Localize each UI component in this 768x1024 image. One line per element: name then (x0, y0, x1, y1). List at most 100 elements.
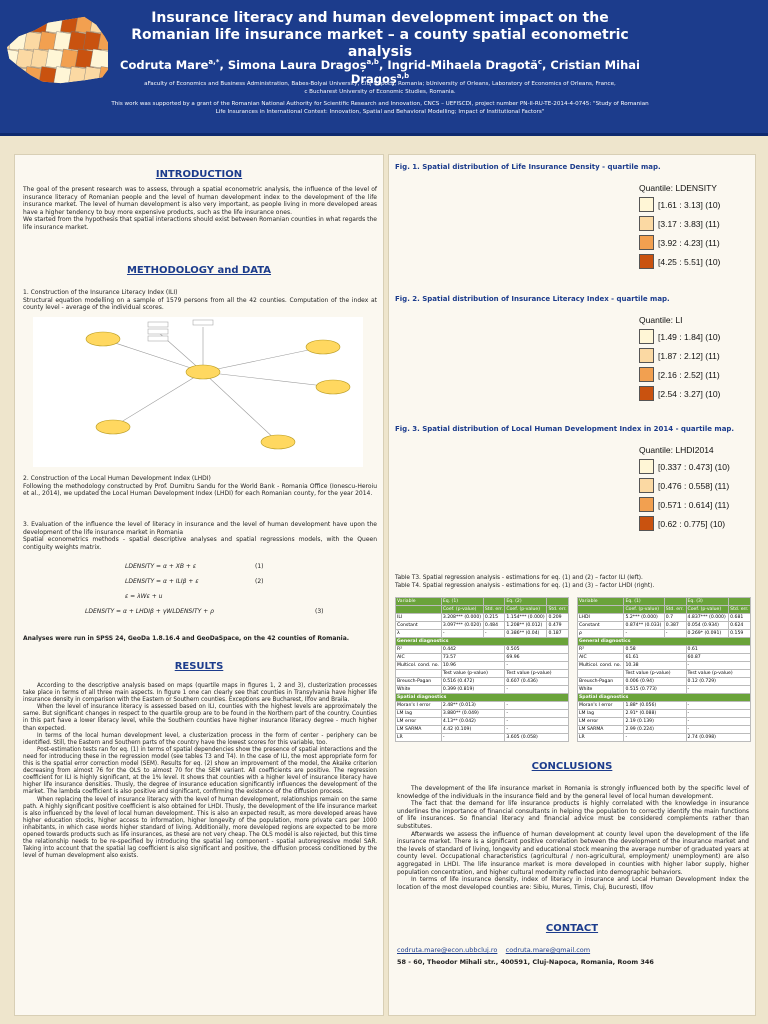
county (89, 16, 108, 34)
legend: Quantile: LI [1.49 : 1.84] (10) [1.87 : 2.… (639, 315, 720, 401)
table-cell: AIC (395, 653, 442, 662)
legend-item: [1.87 : 2.12] (11) (639, 348, 720, 363)
table-row: R² 0.442 0.505 (395, 645, 569, 654)
author-name: Simona Laura Dragoș (227, 58, 367, 72)
table-cell: 0.399 (0.819) (440, 685, 506, 694)
legend-label: [0.337 : 0.473] (10) (658, 461, 730, 472)
table-cell: Variable (395, 597, 442, 606)
step-title: 1. Construction of the Insurance Literac… (23, 289, 178, 296)
table-cell: - (504, 701, 569, 710)
figure-caption: Fig. 2. Spatial distribution of Insuranc… (395, 295, 670, 303)
table-row: Variable Eq. (1) Eq. (2) (395, 597, 569, 606)
paragraph: The fact that the demand for life insura… (397, 800, 749, 830)
paragraph: We started from the hypothesis that spat… (23, 216, 377, 231)
table-right: Variable Eq. (1) Eq. (3) Coef. (p-value) Std… (576, 597, 752, 742)
table-cell: 5.2*** (0.000) (623, 613, 665, 622)
email[interactable]: codruta.mare@econ.ubbcluj.ro (397, 946, 498, 954)
table-row: Test value (p-value) Test value (p-value) (576, 669, 752, 678)
equation-formula: LDENSITY = α + ILIβ + ε (125, 578, 199, 585)
table-cell: 0.386** (0.04) (504, 629, 548, 638)
table-cell: - (685, 685, 752, 694)
step-text: Following the methodology constructed by… (23, 482, 377, 498)
author-sup: c (537, 58, 543, 67)
table-cell: - (623, 733, 687, 742)
right-panel: Fig. 1. Spatial distribution of Life Ins… (388, 154, 756, 1016)
table-captions: Table T3. Spatial regression analysis - … (395, 575, 751, 590)
table-caption: Table T3. Spatial regression analysis - … (395, 575, 643, 581)
diagram-bg (33, 317, 363, 467)
table-cell: 0.269* (0.091) (685, 629, 730, 638)
table-cell: 73.57 (440, 653, 506, 662)
step-text: Spatial econometrics methods - spatial d… (23, 536, 377, 551)
table-cell: - (504, 685, 569, 694)
paragraph: In terms of life insurance density, inde… (397, 876, 749, 891)
table-cell: 4.42 (0.109) (440, 725, 506, 734)
conclusions-text: The development of the life insurance ma… (397, 785, 749, 891)
legend-label: [4.25 : 5.51] (10) (658, 256, 721, 267)
legend-swatch (639, 348, 654, 363)
paragraph: Afterwards we assess the influence of hu… (397, 830, 749, 876)
address: 58 - 60, Theodor Mihali str., 400591, Cl… (397, 958, 654, 966)
legend-item: [0.571 : 0.614] (11) (639, 497, 730, 512)
table-cell: White (395, 685, 442, 694)
table-cell: Constant (395, 621, 442, 630)
table-cell: Coef. (p-value) (440, 605, 484, 614)
table-cell: Coef. (p-value) (685, 605, 730, 614)
table-cell: LM lag (576, 709, 625, 718)
legend-swatch (639, 497, 654, 512)
legend-item: [0.337 : 0.473] (10) (639, 459, 730, 474)
table-cell: 0.516 (0.472) (440, 677, 506, 686)
table-cell: - (440, 629, 484, 638)
email[interactable]: codruta.mare@gmail.com (505, 946, 591, 954)
table-cell: Breusch-Pagan (576, 677, 625, 686)
table-cell: White (576, 685, 625, 694)
legend-label: [1.61 : 3.13] (10) (658, 199, 721, 210)
section-heading: RESULTS (174, 661, 224, 672)
map-regions (6, 16, 108, 84)
table-cell: - (504, 725, 569, 734)
authors: Codruta Marea,*, Simona Laura Dragoșa,b,… (120, 58, 640, 86)
table-cell (546, 597, 569, 606)
table-cell: 0.681 (728, 613, 751, 622)
legend-swatch (639, 516, 654, 531)
table-cell: 60.87 (685, 653, 752, 662)
equation-formula: LDENSITY = α + XB + ε (125, 563, 197, 570)
table-cell: LR (576, 733, 625, 742)
author-name: Cristian Mihai Dragoș (350, 58, 640, 86)
table-cell: λ (395, 629, 442, 638)
table-cell: - (504, 717, 569, 726)
table-cell: 3.208*** (0.000) (440, 613, 484, 622)
paragraph: When replacing the level of insurance li… (23, 796, 377, 860)
table-row: Coef. (p-value) Std. err. Coef. (p-value) S… (576, 605, 751, 614)
author-name: Codruta Mare (120, 58, 209, 72)
table-cell: LM SARMA (395, 725, 442, 734)
paragraph: According to the descriptive analysis ba… (23, 683, 377, 704)
legend-item: [4.25 : 5.51] (10) (639, 254, 720, 269)
table-cell: LM error (395, 717, 442, 726)
table-cell: Multicol. cond. no. (576, 661, 625, 670)
legend-swatch (639, 367, 654, 382)
table-left: Variable Eq. (1) Eq. (2) Coef. (p-value) Std… (395, 597, 569, 742)
table-row: Coef. (p-value) Std. err. Coef. (p-value) S… (395, 605, 569, 614)
legend-label: [1.87 : 2.12] (11) (658, 350, 720, 361)
legend-swatch (639, 197, 654, 212)
table-cell: 0.187 (546, 629, 569, 638)
equation-formula: ε = λWε + u (125, 593, 163, 600)
table-cell: 2.19 (0.139) (623, 717, 687, 726)
legend-label: [3.17 : 3.83] (11) (658, 218, 720, 229)
table-cell: - (685, 709, 752, 718)
table-cell: 0.515 (0.773) (623, 685, 687, 694)
table-cell: 0.215 (482, 613, 506, 622)
table-cell (482, 597, 506, 606)
table-cell: 0.484 (482, 621, 506, 630)
table-cell: 0.61 (685, 645, 752, 654)
table-cell: LM error (576, 717, 625, 726)
section-heading: CONTACT (545, 923, 599, 934)
table-cell: Spatial diagnostics (577, 693, 751, 702)
table-row: LHDI 5.2*** (0.000) 0.7 4.837*** (0.000) 0.6… (576, 613, 751, 622)
table: Variable Eq. (1) Eq. (3) Coef. (p-value) Std… (576, 597, 752, 742)
equation-number: (1) (255, 563, 264, 570)
table-cell: 4.837*** (0.000) (685, 613, 730, 622)
table-cell: LHDI (576, 613, 625, 622)
legend-title: Quantile: LI (639, 315, 683, 325)
